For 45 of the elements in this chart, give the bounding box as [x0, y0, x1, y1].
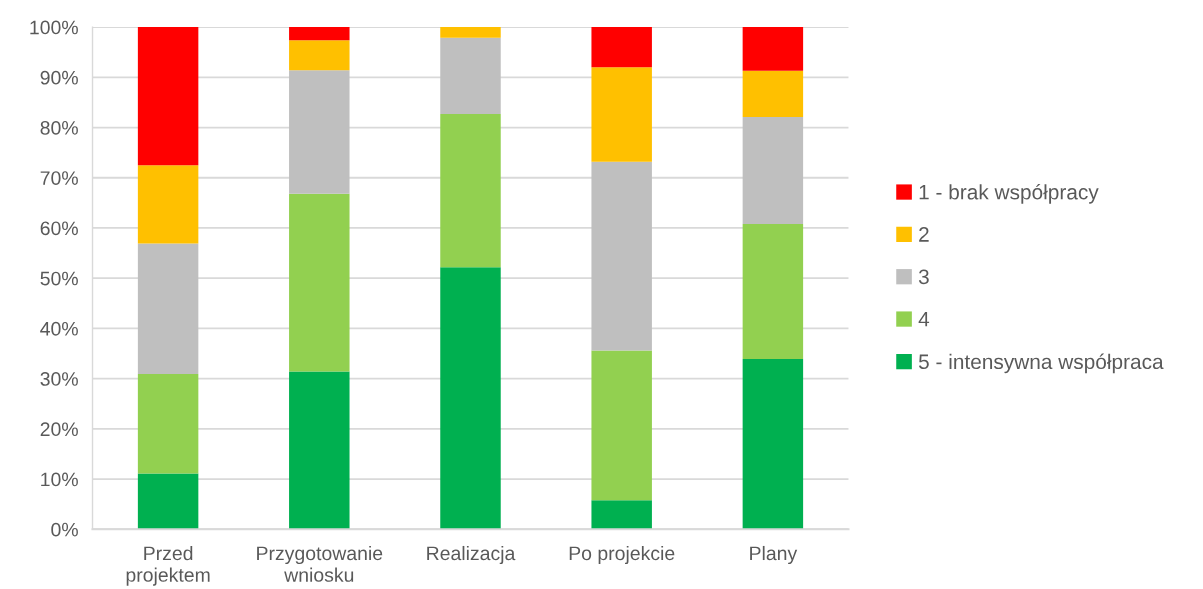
y-tick-label: 100%: [30, 20, 78, 35]
bar: [742, 223, 804, 360]
bar: [289, 193, 350, 372]
bar: [591, 500, 652, 530]
bar: [742, 70, 804, 117]
bar: [440, 37, 501, 114]
legend-label: 5 - intensywna współpraca: [918, 353, 1164, 374]
x-tick-label: Przed projektem: [126, 545, 210, 586]
bar: [137, 27, 199, 166]
legend-label: 2: [919, 227, 929, 242]
bar: [742, 116, 804, 224]
y-tick-label: 40%: [40, 321, 78, 336]
bar: [591, 161, 652, 351]
bar: [137, 374, 199, 474]
legend-label: 4: [918, 311, 930, 327]
y-tick-label: 10%: [41, 472, 78, 487]
bar: [137, 243, 199, 375]
y-tick-label: 70%: [40, 171, 78, 185]
x-tick-label: Przygotowanie wniosku: [257, 545, 383, 582]
y-tick-label: 80%: [40, 121, 78, 135]
x-tick-label: Po projekcie: [569, 545, 675, 565]
y-tick-label: 20%: [40, 422, 78, 437]
legend-label: 1 - brak współpracy: [919, 183, 1099, 204]
bar: [137, 165, 199, 244]
bar: [742, 359, 804, 530]
bar: [289, 70, 350, 194]
bar: [591, 27, 652, 68]
bar: [440, 267, 501, 530]
y-tick-label: 60%: [40, 221, 78, 236]
y-tick-label: 90%: [40, 70, 78, 85]
bar: [591, 67, 652, 162]
legend-label: 3: [918, 269, 929, 285]
y-tick-label: 0%: [51, 522, 78, 537]
y-tick-label: 50%: [40, 271, 78, 286]
bar: [289, 40, 350, 71]
x-tick-label: Realizacja: [427, 545, 516, 565]
bar: [591, 350, 652, 501]
bar: [289, 27, 350, 41]
x-tick-label: Plany: [750, 545, 798, 565]
bar: [742, 27, 804, 71]
y-tick-label: 30%: [40, 372, 78, 386]
bar: [440, 27, 501, 38]
bar: [289, 371, 350, 530]
bar: [440, 113, 501, 268]
bar: [137, 473, 199, 530]
